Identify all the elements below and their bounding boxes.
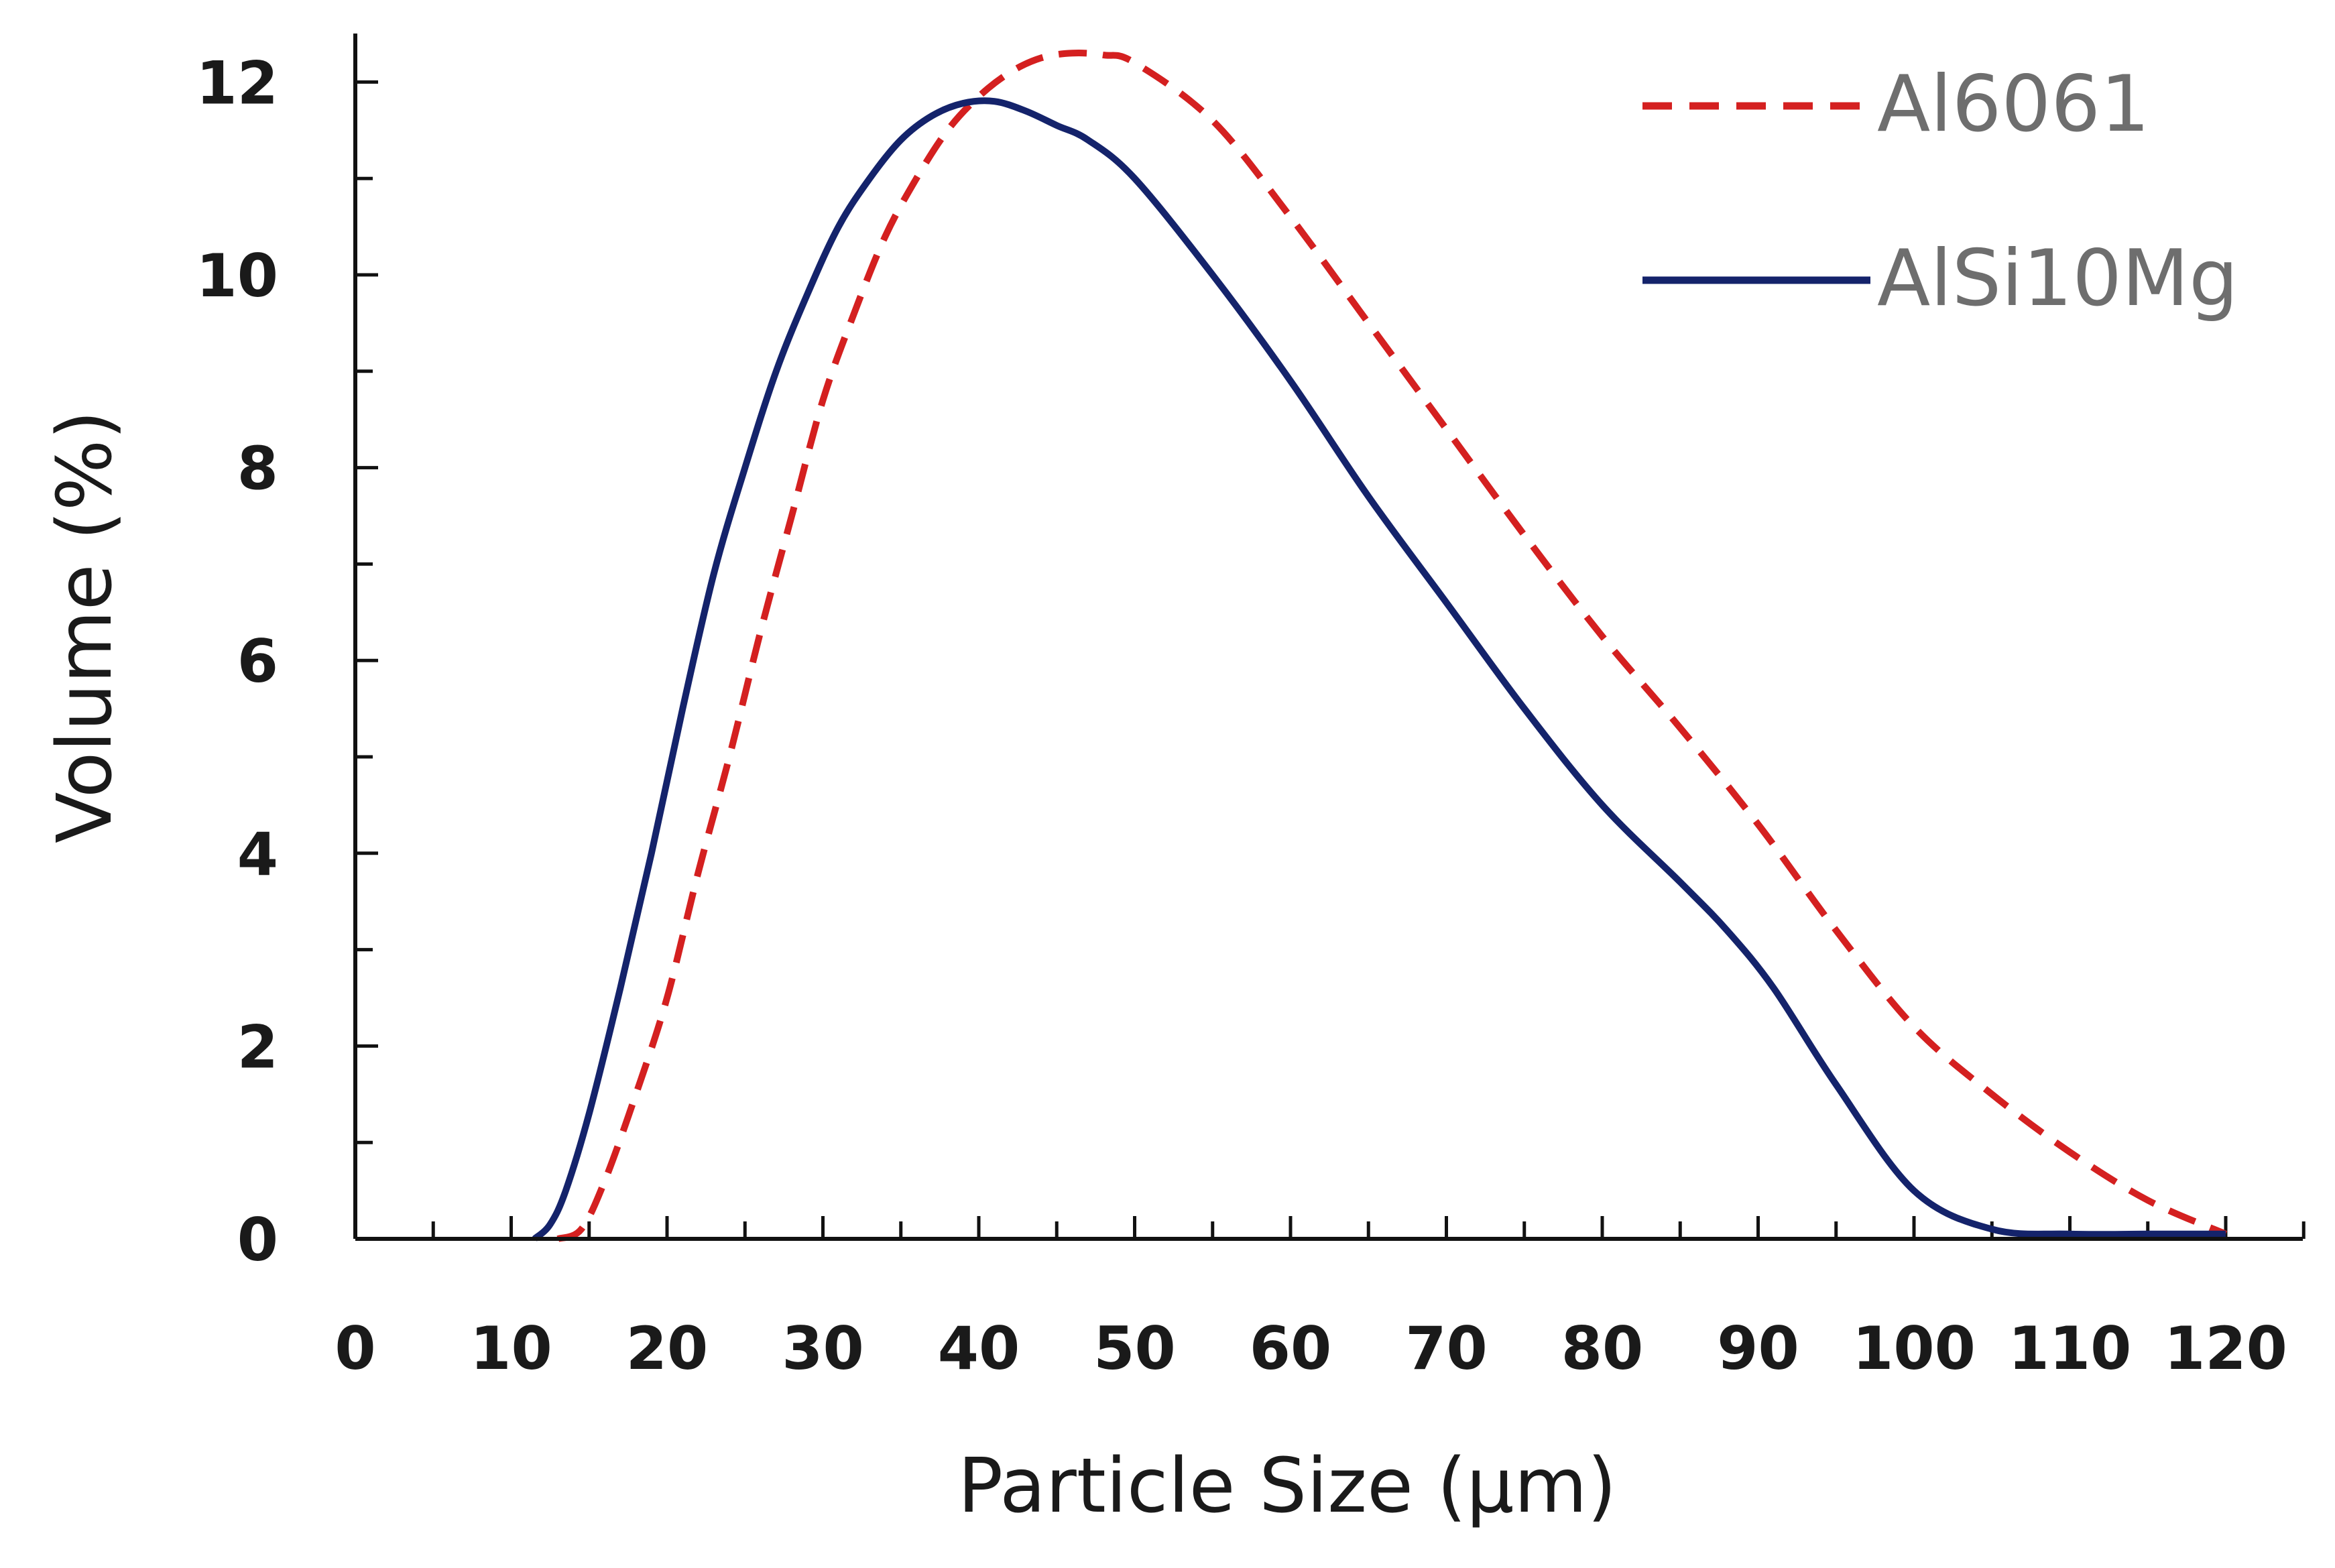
x-tick-label: 80 — [1561, 1314, 1643, 1383]
y-tick-label: 8 — [237, 434, 278, 503]
y-tick-label: 10 — [196, 241, 278, 310]
x-tick-label: 120 — [2164, 1314, 2287, 1383]
y-tick-label: 2 — [237, 1012, 278, 1081]
x-axis-title: Particle Size (µm) — [958, 1443, 1617, 1530]
x-tick-label: 20 — [626, 1314, 708, 1383]
y-tick-label: 0 — [237, 1205, 278, 1274]
x-tick-label: 0 — [335, 1314, 375, 1383]
tick-labels-layer: 0 10 20 30 40 50 60 70 80 90 100 110 120 0 2 4 6 8 10 12 — [196, 48, 2287, 1383]
y-tick-label: 6 — [237, 627, 278, 696]
x-tick-label: 70 — [1405, 1314, 1487, 1383]
x-tick-label: 100 — [1852, 1314, 1976, 1383]
y-tick-label: 4 — [237, 820, 278, 889]
x-tick-label: 90 — [1717, 1314, 1799, 1383]
legend: Al6061 AlSi10Mg — [1642, 59, 2238, 324]
x-tick-label: 40 — [938, 1314, 1020, 1383]
series-line-al6061 — [556, 50, 2227, 1242]
series-layer — [532, 50, 2227, 1242]
x-tick-label: 10 — [470, 1314, 552, 1383]
legend-label-al6061: Al6061 — [1877, 59, 2150, 149]
ticks-layer — [353, 80, 2306, 1241]
y-tick-label: 12 — [196, 48, 278, 117]
x-tick-label: 60 — [1250, 1314, 1331, 1383]
axes-layer — [353, 34, 2303, 1241]
x-tick-label: 30 — [782, 1314, 863, 1383]
series-line-alsi10mg — [532, 97, 2226, 1242]
x-tick-label: 110 — [2009, 1314, 2132, 1383]
y-axis-title: Volume (%) — [42, 410, 129, 843]
x-tick-label: 50 — [1093, 1314, 1175, 1383]
legend-label-alsi10mg: AlSi10Mg — [1877, 233, 2238, 324]
